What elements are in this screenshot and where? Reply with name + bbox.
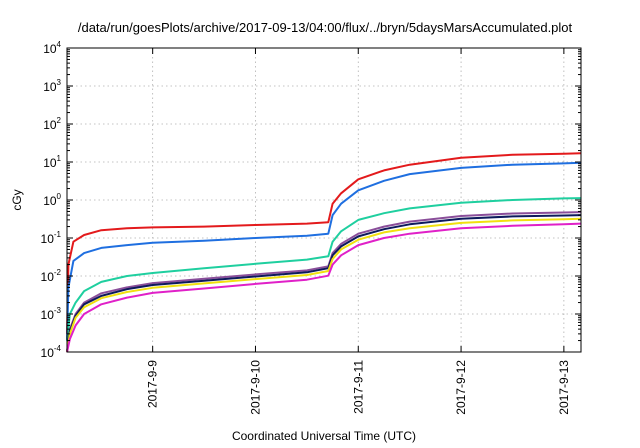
y-tick-exponent: 4: [57, 40, 62, 49]
y-tick-base: 10: [43, 118, 57, 132]
y-tick-base: 10: [41, 308, 55, 322]
y-tick-label: 103: [43, 78, 61, 94]
series-line-1: [66, 152, 582, 334]
x-tick-labels: 2017-9-9 2017-9-10 2017-9-11 2017-9-12 2017-…: [146, 360, 571, 415]
y-tick-label: 104: [43, 40, 61, 56]
x-tick-label: 2017-9-11: [351, 360, 365, 414]
y-tick-base: 10: [41, 232, 55, 246]
y-tick-label: 10-3: [41, 306, 62, 322]
y-tick-exponent: 1: [57, 154, 62, 163]
y-tick-label: 101: [43, 154, 61, 170]
y-tick-label: 10-4: [41, 344, 62, 360]
y-tick-label: 10-1: [41, 230, 62, 246]
y-tick-base: 10: [41, 270, 55, 284]
y-tick-exponent: 0: [57, 192, 62, 201]
series-line-7: [66, 222, 582, 353]
series-line-3: [66, 197, 582, 341]
y-tick-exponent: -3: [54, 306, 62, 315]
y-tick-exponent: 2: [57, 116, 62, 125]
series-line-5: [66, 214, 582, 353]
y-tick-base: 10: [43, 156, 57, 170]
y-tick-base: 10: [41, 346, 55, 360]
x-tick-label: 2017-9-9: [146, 360, 160, 408]
y-tick-label: 100: [43, 192, 61, 208]
chart-title: /data/run/goesPlots/archive/2017-09-13/0…: [78, 20, 573, 35]
series-line-2: [66, 161, 582, 341]
tick-marks: [67, 47, 581, 353]
x-axis-label: Coordinated Universal Time (UTC): [232, 429, 416, 443]
series-line-4: [66, 211, 582, 353]
x-tick-label: 2017-9-13: [557, 360, 571, 415]
y-tick-exponent: -1: [54, 230, 62, 239]
y-tick-base: 10: [43, 42, 57, 56]
series-line-6: [66, 217, 582, 353]
y-axis-label: cGy: [10, 189, 24, 210]
y-tick-exponent: -2: [54, 268, 62, 277]
y-tick-label: 10-2: [41, 268, 62, 284]
y-tick-exponent: -4: [54, 344, 62, 353]
y-tick-exponent: 3: [57, 78, 62, 87]
y-tick-label: 102: [43, 116, 61, 132]
x-tick-label: 2017-9-12: [454, 360, 468, 415]
y-tick-base: 10: [43, 80, 57, 94]
y-tick-base: 10: [43, 194, 57, 208]
series-layer: [66, 152, 582, 353]
x-tick-label: 2017-9-10: [248, 360, 262, 415]
